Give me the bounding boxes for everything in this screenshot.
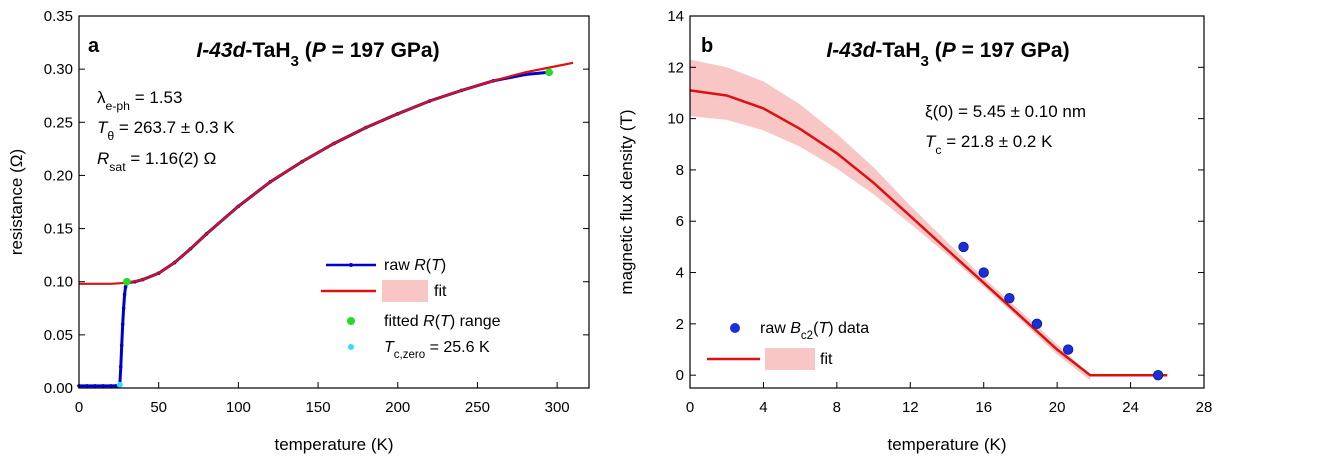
chart-title: I-43d-TaH3 (P = 197 GPa) [826,39,1069,70]
legend-tc-marker [348,344,354,350]
chart-title: I-43d-TaH3 (P = 197 GPa) [196,39,439,70]
y-tick-label: 4 [676,265,684,282]
y-tick-label: 8 [676,162,684,179]
x-tick-label: 16 [975,399,992,416]
raw-data-point [85,384,89,388]
x-tick-label: 50 [150,399,167,416]
y-tick-label: 0 [676,367,684,384]
x-tick-label: 150 [306,399,331,416]
raw-data-point [121,306,126,311]
legend-entry: raw Bc2(T) data [760,320,869,342]
annotation: ξ(0) = 5.45 ± 0.10 nm [925,102,1086,121]
y-tick-label: 0.20 [44,167,73,184]
raw-data-point [118,364,123,369]
plot-frame [689,15,1205,389]
legend-fit-band [765,348,815,370]
raw-data-point [93,384,97,388]
x-tick-label: 28 [1196,399,1213,416]
y-tick-label: 0.00 [44,380,73,397]
data-point [1062,344,1074,355]
x-tick-label: 300 [545,399,570,416]
data-point [1152,369,1164,381]
legend-fit-range-marker [347,317,355,325]
y-tick-label: 0.30 [44,61,73,78]
data-point [978,267,989,278]
x-tick-label: 250 [465,399,490,416]
annotation: Rsat = 1.16(2) Ω [97,149,216,174]
legend-fit-band [382,280,428,302]
legend-raw-marker [349,263,353,267]
x-axis-label: temperature (K) [887,435,1006,454]
data-point [958,241,969,253]
confidence-band [690,59,1091,381]
annotation: Tθ = 263.7 ± 0.3 K [97,118,235,143]
raw-data-point [122,292,127,297]
fit-line [79,61,574,285]
tc-zero-point [116,381,123,388]
x-axis-label: temperature (K) [274,435,393,454]
data-point [1004,293,1015,304]
x-tick-label: 200 [385,399,410,416]
fit-range-point [123,277,131,286]
x-tick-label: 24 [1122,399,1139,416]
panel-label: a [88,35,100,57]
data-point [1031,318,1043,330]
y-tick-label: 10 [667,111,684,128]
y-tick-label: 0.25 [44,114,73,131]
x-tick-label: 0 [686,399,694,416]
fit-range-point [545,68,553,77]
y-tick-label: 14 [667,8,684,25]
legend-entry: Tc,zero = 25.6 K [384,339,490,361]
x-tick-label: 100 [226,399,251,416]
raw-data-point [101,384,105,388]
y-axis-label: magnetic flux density (T) [617,109,636,294]
x-tick-label: 20 [1049,399,1066,416]
y-tick-label: 12 [667,59,684,76]
legend-entry: raw R(T) [384,257,446,274]
annotation: Tc = 21.8 ± 0.2 K [925,132,1053,157]
y-tick-label: 0.15 [44,221,73,238]
y-tick-label: 0.10 [44,274,73,291]
plot-frame [78,15,590,389]
legend-entry: fitted R(T) range [384,313,501,330]
panel-label: b [701,35,713,57]
x-tick-label: 0 [75,399,83,416]
y-tick-label: 2 [676,316,684,333]
annotation: λe-ph = 1.53 [97,88,182,113]
y-tick-label: 6 [676,213,684,230]
legend-entry: fit [820,351,833,368]
y-tick-label: 0.05 [44,327,73,344]
x-tick-label: 12 [902,399,919,416]
fit-line [689,89,1168,377]
raw-data-point [109,384,113,388]
x-tick-label: 4 [759,399,767,416]
legend-data-marker [730,323,740,333]
y-axis-label: resistance (Ω) [7,149,26,255]
legend-entry: fit [434,283,447,300]
y-tick-label: 0.35 [44,8,73,25]
raw-data-point [123,285,128,289]
x-tick-label: 8 [833,399,841,416]
raw-data-point [120,322,125,327]
raw-data-point [119,343,124,348]
